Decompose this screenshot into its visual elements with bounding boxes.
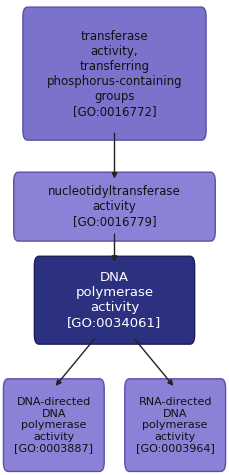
FancyBboxPatch shape [125,379,226,471]
Text: transferase
activity,
transferring
phosphorus-containing
groups
[GO:0016772]: transferase activity, transferring phosp… [47,29,182,118]
Text: RNA-directed
DNA
polymerase
activity
[GO:0003964]: RNA-directed DNA polymerase activity [GO… [136,397,215,453]
Text: DNA-directed
DNA
polymerase
activity
[GO:0003887]: DNA-directed DNA polymerase activity [GO… [14,397,93,453]
FancyBboxPatch shape [14,172,215,241]
Text: nucleotidyltransferase
activity
[GO:0016779]: nucleotidyltransferase activity [GO:0016… [48,185,181,228]
Text: DNA
polymerase
activity
[GO:0034061]: DNA polymerase activity [GO:0034061] [67,271,162,329]
FancyBboxPatch shape [34,256,195,344]
FancyBboxPatch shape [3,379,104,471]
FancyBboxPatch shape [23,7,206,140]
